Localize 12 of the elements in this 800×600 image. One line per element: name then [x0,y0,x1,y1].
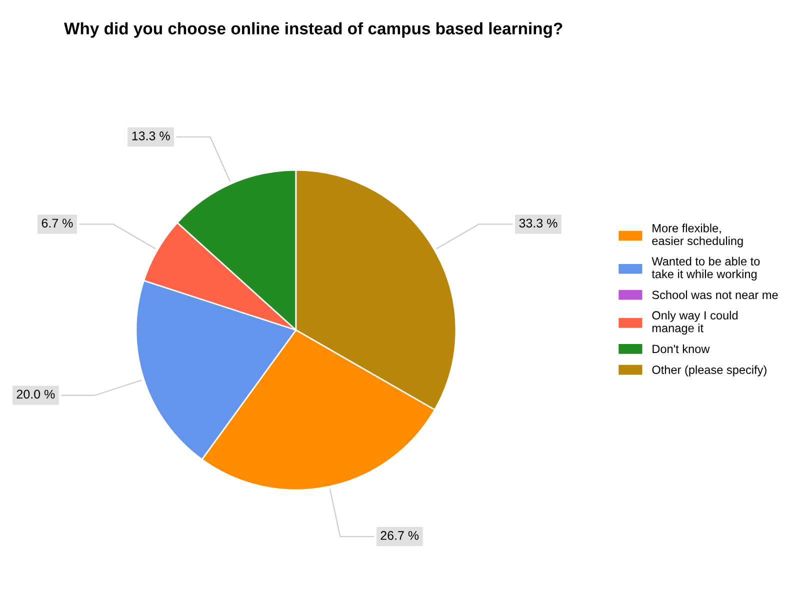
legend-label: Other (please specify) [652,365,766,376]
data-label: 13.3 % [132,131,170,140]
data-label: 20.0 % [16,390,55,399]
chart-title: Why did you choose online instead of campus based learning? [64,22,562,38]
data-label: 26.7 % [380,531,419,540]
data-label: 33.3 % [519,218,558,228]
legend-label: Only way I could manage it [652,310,738,335]
legend-label: Wanted to be able to take it while working [652,256,760,281]
legend-label: More flexible, easier scheduling [652,224,743,248]
legend-label: School was not near me [652,290,778,300]
data-label: 6.7 % [42,218,73,228]
legend-label: Don't know [652,344,710,354]
